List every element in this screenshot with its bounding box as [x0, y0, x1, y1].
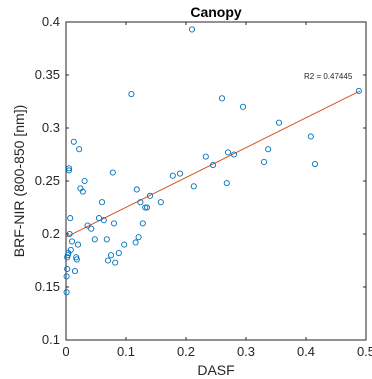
- data-point: [67, 215, 74, 222]
- data-point: [79, 188, 86, 195]
- data-point: [169, 172, 176, 179]
- data-point: [68, 238, 76, 245]
- data-point: [110, 220, 118, 227]
- data-point: [275, 119, 283, 126]
- data-point: [157, 199, 164, 206]
- y-axis-ticks: 0.1 0.15 0.2 0.25 0.3 0.35 0.4: [35, 14, 366, 347]
- data-point: [67, 246, 74, 253]
- data-point: [63, 289, 70, 296]
- x-tick-label: 0: [62, 344, 69, 359]
- y-tick-label: 0.1: [42, 332, 60, 347]
- data-point: [224, 149, 232, 156]
- data-point: [66, 230, 73, 238]
- data-point: [115, 250, 122, 257]
- x-tick-label: 0.3: [237, 344, 255, 359]
- data-point: [63, 273, 70, 280]
- x-tick-label: 0.2: [177, 344, 195, 359]
- data-point: [104, 257, 112, 264]
- data-point: [190, 183, 197, 190]
- fit-line-group: [65, 90, 361, 238]
- fit-line: [65, 90, 361, 238]
- data-point: [146, 192, 154, 199]
- data-point: [73, 256, 80, 263]
- data-point: [91, 236, 98, 243]
- x-axis-label: DASF: [197, 362, 234, 378]
- data-point: [239, 103, 247, 110]
- data-point: [202, 153, 209, 160]
- data-point: [223, 180, 230, 187]
- data-point: [355, 87, 362, 94]
- r2-annotation: R2 = 0.47445: [304, 72, 353, 81]
- data-point: [128, 91, 135, 98]
- data-point: [70, 138, 77, 145]
- data-point: [98, 199, 106, 206]
- data-point: [139, 220, 146, 227]
- data-point: [84, 222, 91, 229]
- data-point: [260, 158, 268, 165]
- y-tick-label: 0.35: [35, 67, 60, 82]
- y-tick-label: 0.4: [42, 14, 60, 29]
- data-point: [176, 170, 184, 177]
- data-point: [76, 146, 83, 153]
- data-point: [81, 177, 88, 185]
- data-point: [112, 259, 119, 266]
- data-point: [65, 165, 73, 172]
- data-point: [100, 217, 107, 224]
- y-tick-label: 0.3: [42, 120, 60, 135]
- x-axis-ticks: 0 0.1 0.2 0.3 0.4 0.5: [62, 22, 372, 359]
- chart-title: Canopy: [190, 4, 242, 20]
- data-point: [137, 199, 144, 206]
- data-point: [218, 95, 226, 102]
- data-point: [88, 225, 95, 232]
- y-tick-label: 0.15: [35, 279, 60, 294]
- data-point: [71, 268, 79, 275]
- x-tick-label: 0.1: [117, 344, 135, 359]
- data-points: [63, 26, 362, 296]
- x-tick-label: 0.4: [297, 344, 315, 359]
- y-axis-label: BRF-NIR (800-850 [nm]): [11, 105, 27, 257]
- data-point: [188, 26, 196, 33]
- data-point: [133, 186, 140, 193]
- data-point: [143, 204, 151, 211]
- data-point: [109, 169, 116, 176]
- data-point: [135, 234, 142, 241]
- plot-area: 0.10.150.20.250.30.350.4 0 0.1 0.2 0.3 0.4 0.…: [35, 14, 372, 359]
- data-point: [121, 241, 128, 248]
- data-point: [64, 265, 71, 273]
- data-point: [65, 167, 73, 174]
- data-point: [265, 146, 272, 153]
- y-tick-label: 0.25: [35, 173, 60, 188]
- data-point: [311, 160, 319, 168]
- data-point: [103, 236, 110, 243]
- data-point: [142, 204, 149, 211]
- data-point: [95, 215, 103, 222]
- data-point: [307, 133, 314, 140]
- y-tick-label: 0.2: [42, 226, 60, 241]
- data-point: [230, 151, 238, 158]
- data-point: [107, 252, 115, 259]
- data-point: [209, 162, 217, 169]
- x-tick-label: 0.5: [357, 344, 372, 359]
- data-point: [74, 241, 82, 248]
- data-point: [132, 239, 139, 246]
